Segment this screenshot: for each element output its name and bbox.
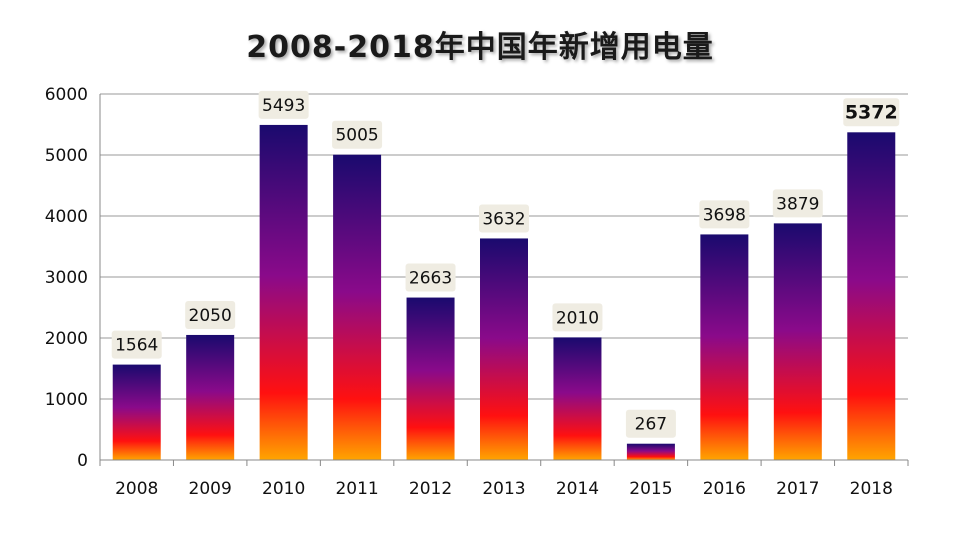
data-label: 5493: [262, 96, 305, 116]
data-label-bg: [772, 189, 823, 218]
data-label-bg: [332, 120, 383, 149]
data-label: 267: [635, 415, 667, 435]
y-tick-label: 3000: [45, 268, 88, 288]
x-tick-label: 2012: [409, 479, 452, 499]
data-label: 5372: [845, 101, 898, 123]
data-label-bg: [185, 300, 236, 329]
bar: [847, 132, 896, 461]
data-label-bg: [111, 330, 162, 359]
x-tick-label: 2017: [776, 479, 819, 499]
data-label: 2050: [189, 306, 232, 326]
x-tick-label: 2018: [850, 479, 893, 499]
y-tick-label: 1000: [45, 390, 88, 410]
y-tick-label: 2000: [45, 329, 88, 349]
x-tick-label: 2010: [262, 479, 305, 499]
data-label-bg: [405, 263, 456, 292]
bar: [259, 124, 308, 460]
data-label: 1564: [115, 336, 158, 356]
x-tick-label: 2011: [335, 479, 378, 499]
data-label: 2010: [556, 308, 599, 328]
data-label-bg: [625, 409, 676, 438]
bar: [553, 337, 602, 460]
bars: [112, 124, 896, 461]
data-label: 3879: [776, 194, 819, 214]
data-label-bg: [843, 98, 900, 127]
bar: [406, 297, 455, 460]
bar: [333, 154, 382, 460]
x-tick-label: 2013: [482, 479, 525, 499]
chart-title: 2008-2018年中国年新增用电量: [246, 30, 714, 65]
y-tick-label: 6000: [45, 85, 88, 105]
data-label-bg: [552, 303, 603, 332]
data-label: 3632: [482, 209, 525, 229]
data-label-bg: [479, 204, 529, 233]
bar: [626, 443, 675, 460]
bar: [186, 334, 235, 460]
data-label: 5005: [335, 126, 378, 146]
y-tick-label: 4000: [45, 207, 88, 227]
x-tick-label: 2016: [703, 479, 746, 499]
data-label: 3698: [703, 205, 746, 225]
x-tick-label: 2014: [556, 479, 599, 499]
data-label-bg: [258, 90, 309, 119]
x-tick-label: 2009: [189, 479, 232, 499]
x-tick-label: 2008: [115, 479, 158, 499]
bar: [112, 364, 161, 460]
bar: [700, 234, 749, 460]
data-label: 2663: [409, 269, 452, 289]
x-tick-label: 2015: [629, 479, 672, 499]
y-tick-label: 5000: [45, 146, 88, 166]
bar: [773, 223, 822, 460]
data-labels: 1564 2050 5493 5005 2663 3632 2010 267 3698 3879 5…: [111, 90, 900, 438]
data-label-bg: [699, 200, 750, 229]
bar: [480, 238, 528, 460]
axes: 0 1000 2000 3000 4000 5000 6000 2008 2009 2010 201…: [45, 85, 909, 499]
y-tick-label: 0: [77, 451, 88, 471]
